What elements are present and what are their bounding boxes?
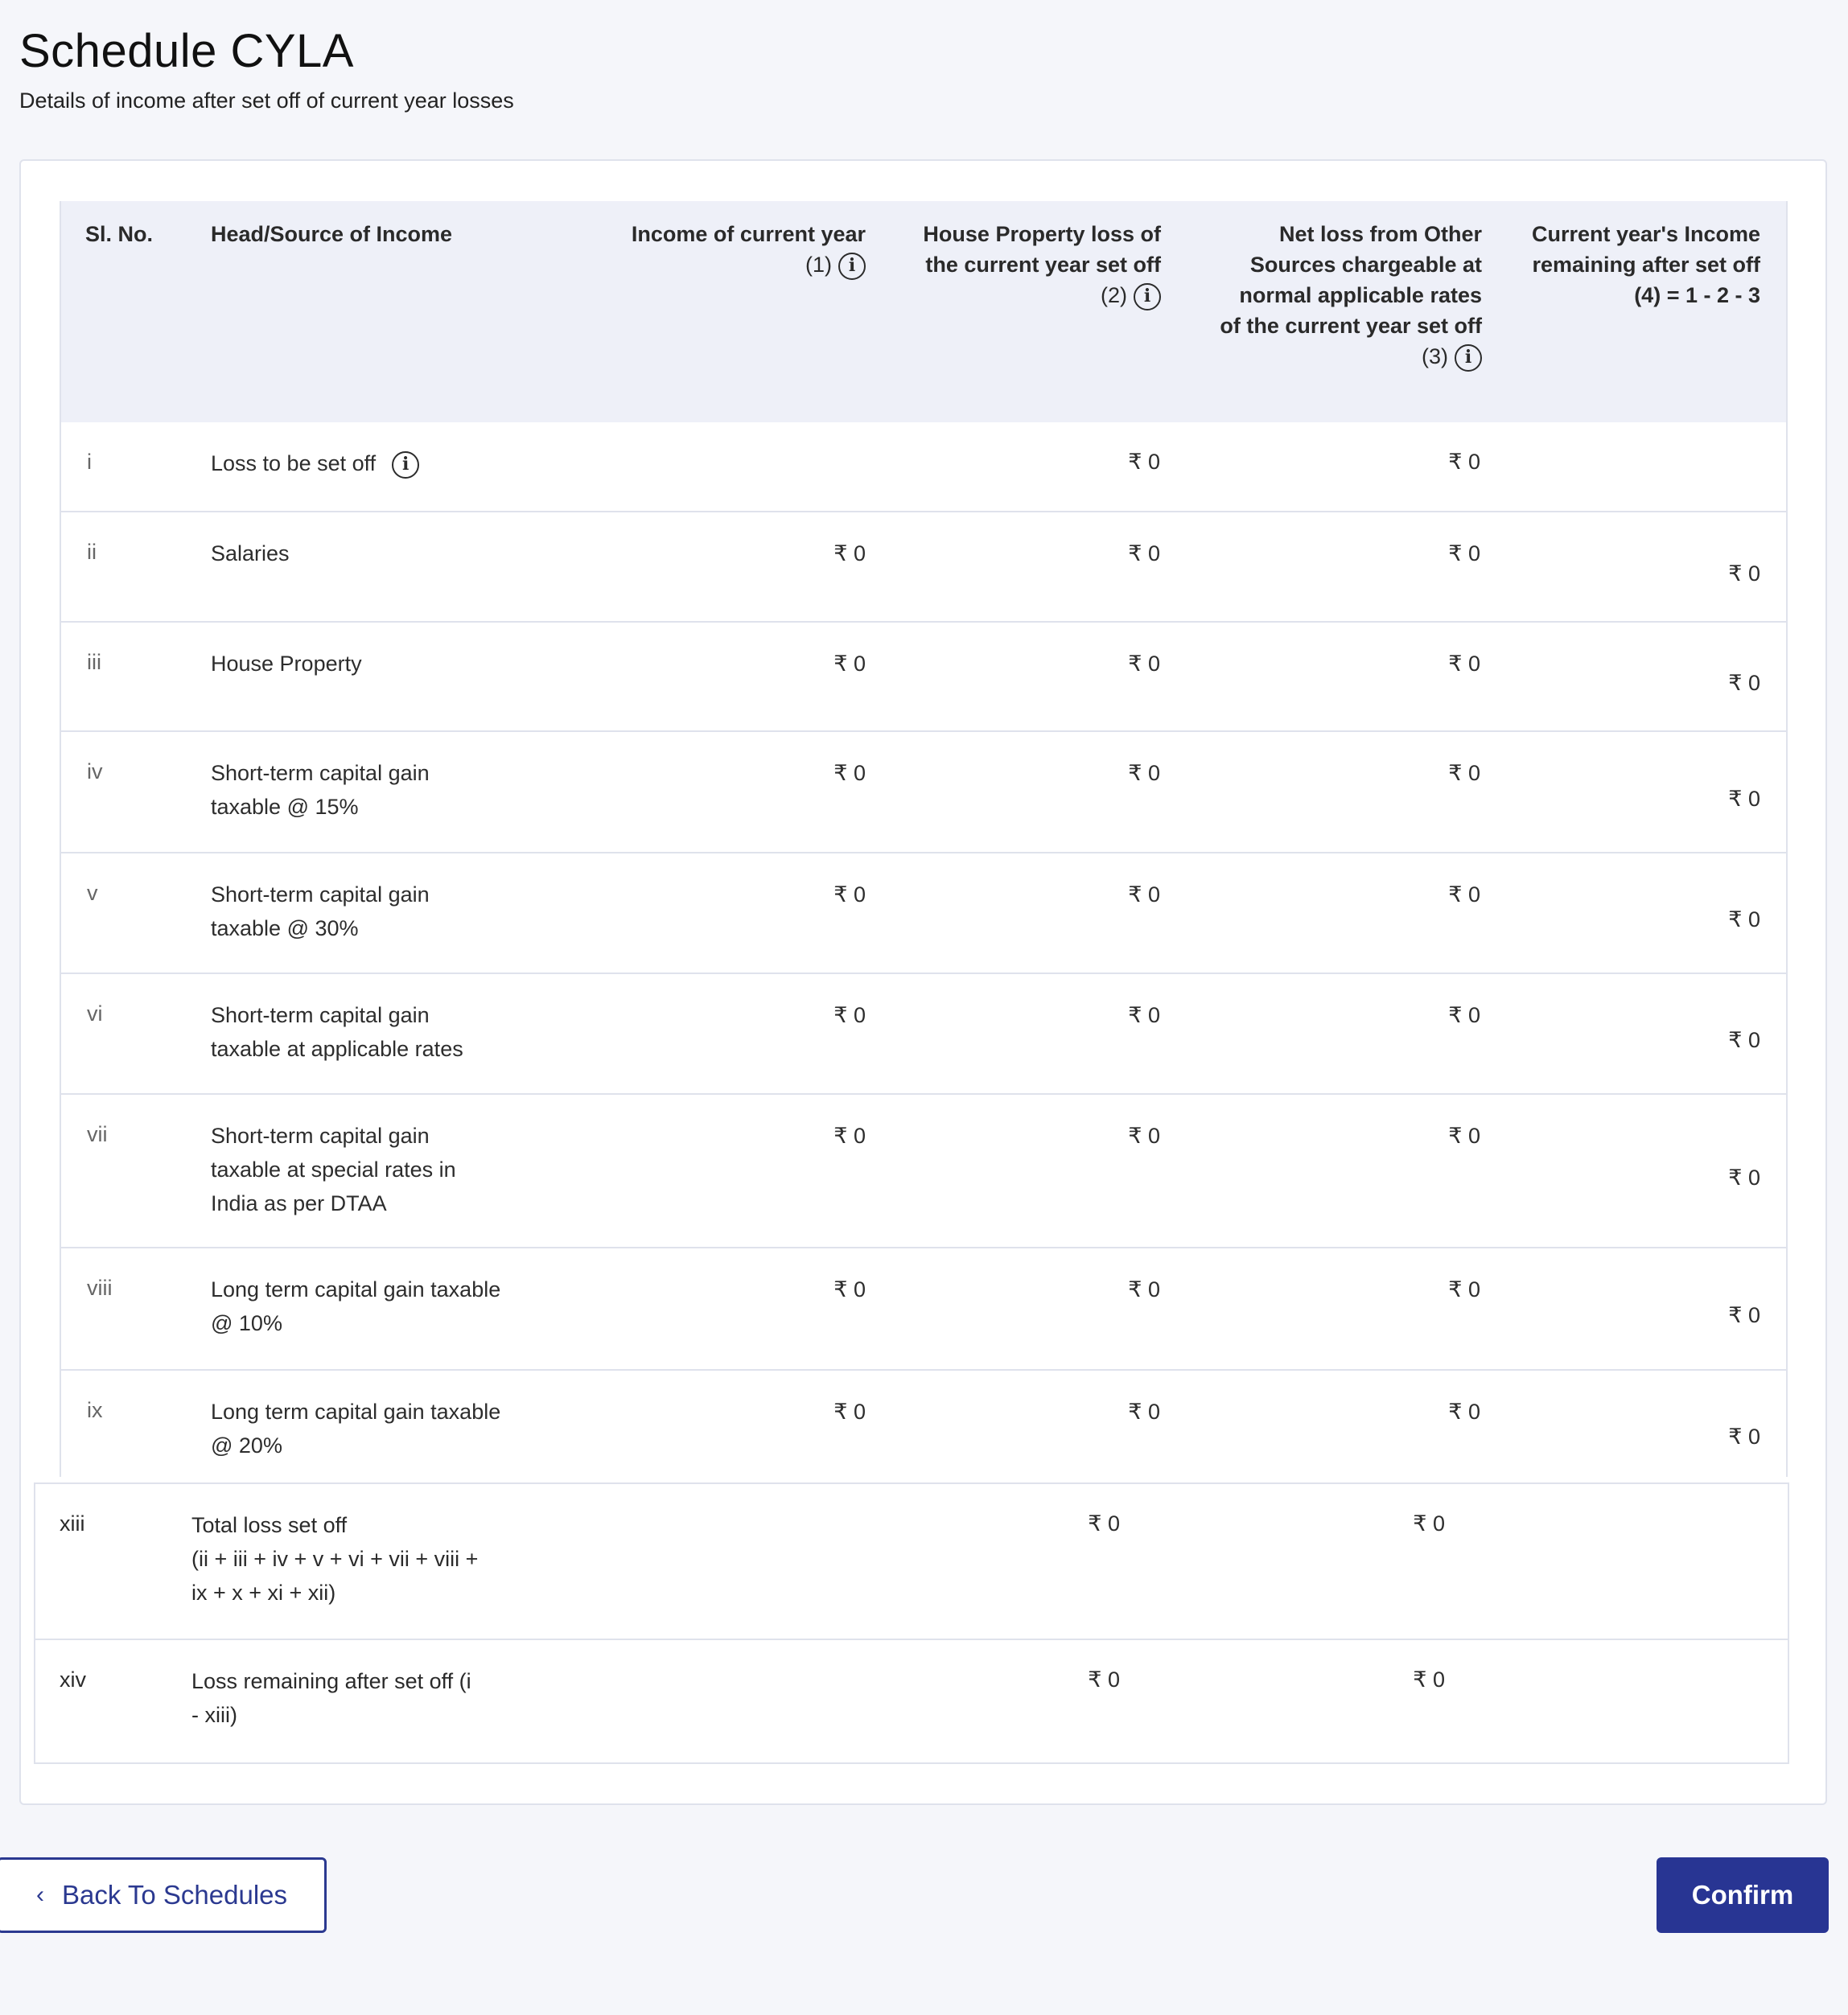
- row-c3-amount: ₹ 0: [1448, 1124, 1480, 1148]
- row-c1-amount: ₹ 0: [833, 541, 866, 565]
- row-c4-amount: ₹ 0: [1728, 1425, 1760, 1449]
- row-head-label: Salaries: [211, 541, 290, 565]
- row-c3-amount: ₹ 0: [1448, 1277, 1480, 1302]
- row-c4-amount: ₹ 0: [1728, 1303, 1760, 1327]
- row-head-label: Short-term capital gain taxable @ 30%: [211, 882, 430, 940]
- row-c1-amount: ₹ 0: [833, 1400, 866, 1424]
- col-sl-no: Sl. No.: [85, 222, 154, 246]
- info-icon[interactable]: i: [392, 450, 420, 479]
- row-sl-no: vi: [87, 1001, 103, 1026]
- row-sl-no: iv: [87, 759, 103, 783]
- row-head-label: Long term capital gain taxable @ 20%: [211, 1400, 501, 1458]
- table-row: iv Short-term capital gain taxable @ 15% ₹ …: [61, 732, 1786, 853]
- row-head-label: Short-term capital gain taxable at applic…: [211, 1003, 463, 1061]
- row-c2-amount: ₹ 0: [1128, 1124, 1160, 1148]
- cyla-table: Sl. No. Head/Source of Income Income of …: [60, 201, 1788, 1477]
- row-sl-no: v: [87, 881, 98, 905]
- info-icon[interactable]: i: [1455, 343, 1482, 372]
- row-head-label: Total loss set off (ii + iii + iv + v + v…: [191, 1513, 479, 1605]
- total-row: xiii Total loss set off (ii + iii + iv + v…: [34, 1482, 1789, 1639]
- row-sl-no: ix: [87, 1398, 103, 1422]
- row-head-label: Loss to be set off i: [211, 446, 549, 480]
- table-header: Sl. No. Head/Source of Income Income of …: [61, 201, 1786, 422]
- row-c1-amount: ₹ 0: [833, 652, 866, 676]
- table-row: i Loss to be set off i ₹ 0 ₹ 0: [61, 422, 1786, 512]
- row-c4-amount: ₹ 0: [1728, 787, 1760, 811]
- row-c1-amount: ₹ 0: [833, 1003, 866, 1027]
- row-c2-amount: ₹ 0: [1128, 541, 1160, 565]
- row-c2-amount: ₹ 0: [1128, 1400, 1160, 1424]
- row-c3-amount: ₹ 0: [1413, 1511, 1445, 1536]
- row-c4-amount: ₹ 0: [1728, 907, 1760, 931]
- row-c4-amount: ₹ 0: [1728, 1166, 1760, 1190]
- row-c1-amount: ₹ 0: [833, 882, 866, 907]
- row-c3-amount: ₹ 0: [1448, 450, 1480, 474]
- page-subtitle: Details of income after set off of curre…: [19, 88, 514, 113]
- row-c1-amount: ₹ 0: [833, 761, 866, 785]
- row-c2-amount: ₹ 0: [1088, 1511, 1120, 1536]
- table-row: vi Short-term capital gain taxable at appl…: [61, 974, 1786, 1095]
- table-row: iii House Property ₹ 0 ₹ 0 ₹ 0 ₹ 0: [61, 623, 1786, 732]
- row-c3-amount: ₹ 0: [1448, 1400, 1480, 1424]
- info-icon[interactable]: i: [1134, 282, 1161, 310]
- row-head-label: Short-term capital gain taxable @ 15%: [211, 761, 430, 819]
- row-sl-no: vii: [87, 1122, 108, 1146]
- row-c3-amount: ₹ 0: [1448, 761, 1480, 785]
- table-row: ii Salaries ₹ 0 ₹ 0 ₹ 0 ₹ 0: [61, 512, 1786, 623]
- row-sl-no: ii: [87, 540, 97, 564]
- confirm-button[interactable]: Confirm: [1657, 1857, 1829, 1933]
- col-head-source: Head/Source of Income: [211, 222, 453, 246]
- col-house-property-loss: House Property loss of the current year …: [769, 219, 1161, 310]
- row-c2-amount: ₹ 0: [1128, 1003, 1160, 1027]
- row-c1-amount: ₹ 0: [833, 1124, 866, 1148]
- table-row: viii Long term capital gain taxable @ 10% ₹…: [61, 1248, 1786, 1371]
- row-sl-no: xiii: [60, 1511, 85, 1536]
- info-icon[interactable]: i: [838, 252, 866, 280]
- row-sl-no: i: [87, 450, 92, 474]
- row-c1-amount: ₹ 0: [833, 1277, 866, 1302]
- table-row: ix Long term capital gain taxable @ 20% ₹ 0…: [61, 1371, 1786, 1477]
- schedule-card: Sl. No. Head/Source of Income Income of …: [19, 159, 1827, 1805]
- row-c2-amount: ₹ 0: [1128, 882, 1160, 907]
- row-c4-amount: ₹ 0: [1728, 561, 1760, 586]
- row-c3-amount: ₹ 0: [1448, 882, 1480, 907]
- row-c2-amount: ₹ 0: [1088, 1668, 1120, 1692]
- row-c2-amount: ₹ 0: [1128, 1277, 1160, 1302]
- col-income-remaining: Current year's Income remaining after se…: [1531, 222, 1760, 307]
- row-head-label: Long term capital gain taxable @ 10%: [211, 1277, 501, 1335]
- row-head-label: Loss remaining after set off (i - xiii): [191, 1669, 471, 1727]
- row-sl-no: xiv: [60, 1668, 86, 1692]
- row-sl-no: iii: [87, 650, 101, 674]
- col-income-current-year: Income of current year (1) i: [447, 219, 866, 280]
- page-title: Schedule CYLA: [19, 25, 354, 77]
- row-c4-amount: ₹ 0: [1728, 671, 1760, 695]
- row-head-label: Short-term capital gain taxable at specia…: [211, 1124, 456, 1215]
- total-row: xiv Loss remaining after set off (i - xiii…: [34, 1639, 1789, 1764]
- table-row: v Short-term capital gain taxable @ 30% ₹ 0…: [61, 853, 1786, 974]
- row-c3-amount: ₹ 0: [1448, 1003, 1480, 1027]
- row-c2-amount: ₹ 0: [1128, 652, 1160, 676]
- col-net-loss-other-sources: Net loss from Other Sources chargeable a…: [1091, 219, 1482, 372]
- chevron-left-icon: ‹: [35, 1881, 44, 1908]
- row-c4-amount: ₹ 0: [1728, 1028, 1760, 1052]
- row-head-label: House Property: [211, 652, 362, 676]
- row-c2-amount: ₹ 0: [1128, 450, 1160, 474]
- row-c3-amount: ₹ 0: [1413, 1668, 1445, 1692]
- table-row: vii Short-term capital gain taxable at spe…: [61, 1095, 1786, 1248]
- row-c3-amount: ₹ 0: [1448, 652, 1480, 676]
- back-to-schedules-button[interactable]: ‹ Back To Schedules: [0, 1857, 327, 1933]
- row-sl-no: viii: [87, 1276, 113, 1300]
- row-c2-amount: ₹ 0: [1128, 761, 1160, 785]
- row-c3-amount: ₹ 0: [1448, 541, 1480, 565]
